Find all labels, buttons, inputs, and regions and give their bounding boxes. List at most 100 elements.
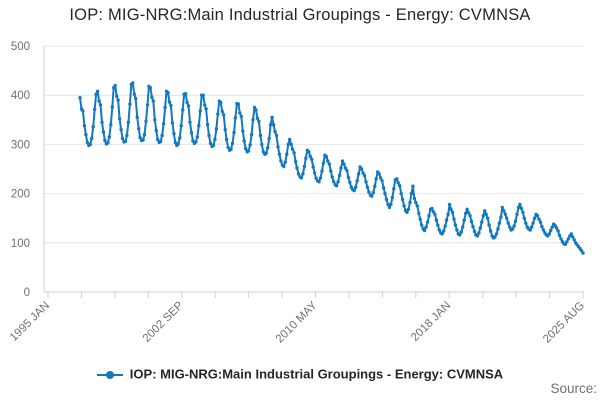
data-point-marker bbox=[348, 180, 352, 184]
data-point-marker bbox=[447, 202, 452, 207]
data-point-marker bbox=[296, 172, 301, 176]
data-point-marker bbox=[113, 83, 117, 88]
data-point-marker bbox=[415, 204, 419, 208]
data-point-marker bbox=[117, 117, 122, 121]
data-point-marker bbox=[181, 108, 185, 112]
data-point-marker bbox=[141, 138, 145, 142]
data-point-marker bbox=[374, 177, 378, 181]
data-point-marker bbox=[571, 235, 575, 239]
data-point-marker bbox=[408, 200, 412, 205]
data-point-marker bbox=[153, 118, 157, 122]
data-point-marker bbox=[519, 206, 524, 211]
data-point-marker bbox=[110, 105, 115, 109]
data-point-marker bbox=[334, 184, 339, 188]
data-point-marker bbox=[337, 173, 342, 178]
data-point-marker bbox=[290, 147, 295, 151]
data-point-marker bbox=[443, 224, 447, 228]
data-point-marker bbox=[494, 232, 499, 236]
data-point-marker bbox=[547, 232, 551, 236]
data-point-marker bbox=[378, 176, 383, 180]
data-point-marker bbox=[167, 100, 172, 104]
data-point-marker bbox=[214, 127, 219, 131]
data-point-marker bbox=[465, 207, 469, 211]
data-point-marker bbox=[535, 214, 540, 218]
data-point-marker bbox=[365, 185, 370, 189]
data-point-marker bbox=[128, 102, 132, 106]
data-point-marker bbox=[266, 146, 270, 150]
data-point-marker bbox=[159, 139, 163, 144]
data-point-marker bbox=[503, 212, 507, 216]
data-point-marker bbox=[400, 197, 405, 202]
data-point-marker bbox=[453, 223, 458, 227]
data-point-marker bbox=[274, 133, 279, 138]
data-point-marker bbox=[484, 212, 488, 216]
data-point-marker bbox=[161, 122, 166, 126]
data-point-marker bbox=[531, 221, 535, 225]
data-point-marker bbox=[236, 102, 241, 106]
data-point-marker bbox=[326, 159, 330, 163]
data-point-marker bbox=[505, 216, 509, 220]
data-point-marker bbox=[418, 217, 422, 221]
data-point-marker bbox=[151, 99, 155, 103]
data-point-marker bbox=[349, 185, 353, 189]
data-point-marker bbox=[183, 92, 188, 96]
data-point-marker bbox=[251, 118, 255, 122]
data-point-marker bbox=[107, 135, 112, 139]
data-point-marker bbox=[406, 207, 411, 211]
data-point-marker bbox=[109, 123, 113, 127]
data-point-marker bbox=[198, 109, 202, 113]
data-point-marker bbox=[324, 155, 329, 159]
data-point-marker bbox=[295, 166, 299, 170]
data-point-marker bbox=[538, 220, 543, 224]
legend-series-label: IOP: MIG-NRG:Main Industrial Groupings -… bbox=[129, 366, 504, 382]
data-point-marker bbox=[120, 136, 125, 141]
data-point-marker bbox=[318, 176, 323, 180]
data-point-marker bbox=[384, 197, 389, 202]
data-point-marker bbox=[361, 171, 365, 175]
data-point-marker bbox=[320, 169, 324, 173]
data-point-marker bbox=[502, 209, 506, 213]
y-axis-tick-label: 500 bbox=[11, 41, 30, 53]
data-point-marker bbox=[508, 225, 512, 229]
data-point-marker bbox=[248, 143, 252, 147]
legend-line-marker-icon bbox=[96, 370, 123, 380]
data-point-marker bbox=[411, 184, 415, 188]
data-point-marker bbox=[93, 107, 97, 112]
data-point-marker bbox=[226, 145, 230, 150]
data-point-marker bbox=[244, 147, 248, 151]
data-point-marker bbox=[442, 229, 446, 233]
data-point-marker bbox=[289, 142, 293, 147]
data-point-marker bbox=[550, 225, 554, 229]
data-point-marker bbox=[249, 132, 254, 137]
data-point-marker bbox=[242, 139, 246, 143]
data-point-marker bbox=[273, 129, 277, 134]
data-point-marker bbox=[352, 188, 356, 193]
data-point-marker bbox=[469, 219, 474, 224]
data-point-marker bbox=[420, 223, 424, 227]
data-point-marker bbox=[317, 180, 321, 184]
data-point-marker bbox=[559, 237, 563, 241]
data-point-marker bbox=[541, 228, 546, 232]
data-point-marker bbox=[238, 111, 242, 115]
data-point-marker bbox=[131, 81, 135, 85]
data-point-marker bbox=[78, 96, 82, 100]
data-point-marker bbox=[424, 225, 428, 229]
data-point-marker bbox=[330, 175, 334, 179]
data-point-marker bbox=[554, 226, 559, 230]
data-point-marker bbox=[417, 211, 421, 215]
data-point-marker bbox=[398, 184, 402, 188]
data-point-marker bbox=[178, 136, 182, 140]
data-point-marker bbox=[422, 228, 427, 233]
data-point-marker bbox=[362, 173, 367, 178]
data-point-marker bbox=[371, 190, 375, 195]
data-point-marker bbox=[427, 214, 431, 218]
data-point-marker bbox=[478, 226, 482, 230]
data-point-marker bbox=[103, 138, 107, 143]
data-point-marker bbox=[189, 130, 194, 135]
data-point-marker bbox=[188, 120, 192, 125]
data-point-marker bbox=[213, 137, 217, 142]
data-point-marker bbox=[414, 200, 418, 205]
data-point-marker bbox=[549, 228, 553, 233]
data-point-marker bbox=[480, 220, 484, 224]
data-point-marker bbox=[230, 141, 235, 146]
